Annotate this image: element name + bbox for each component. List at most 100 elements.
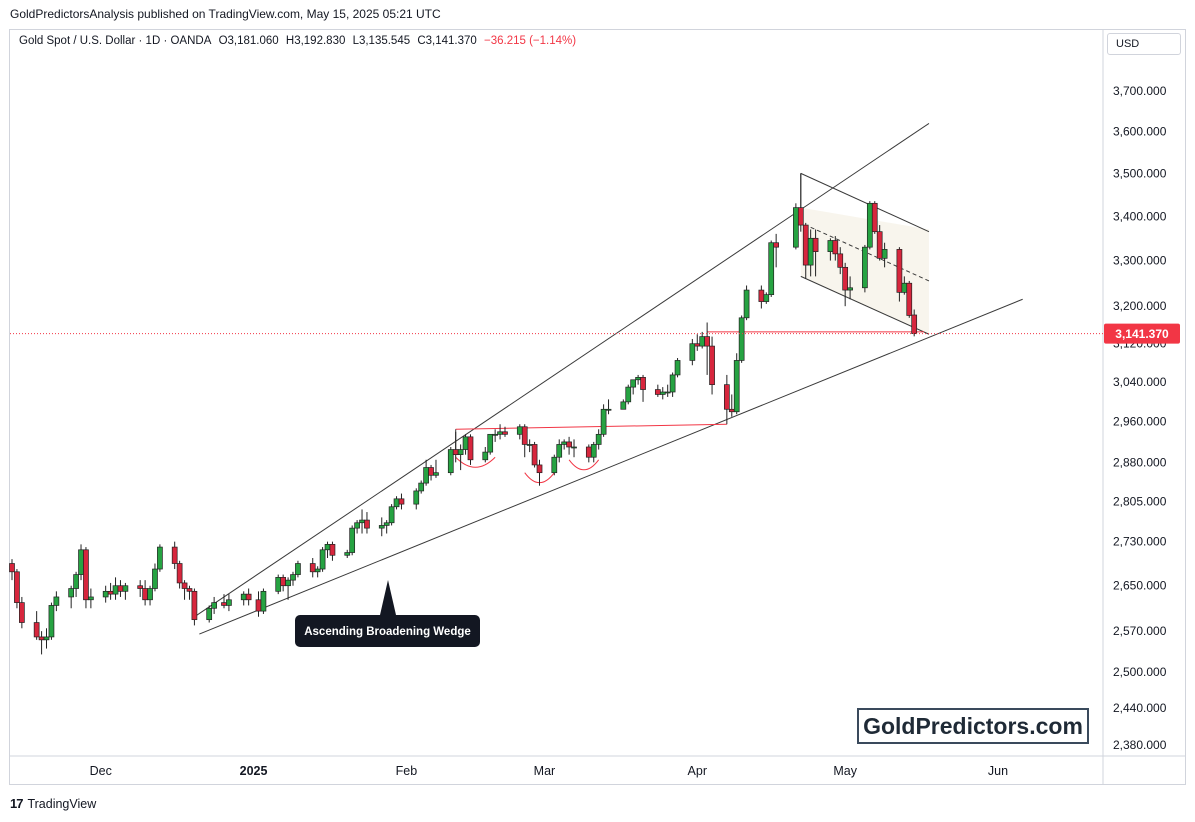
candle [704, 322, 710, 375]
candle-body [625, 386, 632, 403]
y-tick-label: 2,960.000 [1113, 415, 1167, 429]
candle-body [349, 527, 356, 553]
y-axis: 3,700.000 3,600.000 3,500.000 3,400.000 3,30… [1113, 84, 1167, 752]
candle [699, 331, 706, 349]
candle-body [793, 207, 799, 248]
candle [763, 292, 770, 304]
candle [428, 464, 434, 481]
candle [881, 242, 888, 268]
footer-brand[interactable]: TradingView [27, 796, 97, 811]
currency-selector[interactable]: USD [1107, 33, 1181, 55]
ohlc-legend: Gold Spot / U.S. Dollar · 1D · OANDA O3,… [19, 35, 580, 47]
candle [68, 585, 75, 609]
rounding-bottom-3 [568, 459, 600, 471]
candle [467, 434, 474, 465]
wedge-lower-line [199, 298, 1023, 635]
candle [107, 582, 114, 600]
drawings [194, 122, 1023, 635]
candle [33, 611, 40, 640]
x-tick-label: Feb [396, 764, 418, 778]
candle-body [847, 287, 853, 291]
x-tick-label: Mar [534, 764, 556, 778]
symbol-label[interactable]: Gold Spot / U.S. Dollar · 1D · OANDA [19, 35, 212, 47]
candle-body [290, 574, 296, 581]
x-tick-label: 2025 [240, 764, 268, 778]
candle-body [33, 622, 40, 638]
y-tick-label: 2,880.000 [1113, 455, 1167, 469]
y-tick-label: 2,650.000 [1113, 579, 1167, 593]
candle [733, 353, 740, 415]
candle [349, 525, 356, 556]
candle [871, 201, 878, 234]
candle-body [221, 602, 227, 606]
candle-body [516, 426, 523, 435]
open-value: O3,181.060 [218, 35, 279, 47]
candle [398, 493, 405, 510]
candle-body [186, 588, 193, 592]
candle-body [107, 590, 114, 595]
candle-body [433, 472, 439, 476]
candle-body [88, 596, 94, 601]
candle [319, 547, 326, 572]
candle-body [723, 384, 730, 410]
candle-body [733, 360, 740, 413]
candle [862, 244, 868, 293]
candle [551, 454, 558, 476]
candle-body [595, 433, 602, 445]
candle [48, 602, 55, 640]
candle [275, 574, 282, 595]
candle-body [866, 202, 873, 248]
candle-body [487, 433, 494, 453]
candle [181, 580, 188, 600]
candle-body [837, 253, 844, 268]
candle [502, 426, 508, 437]
callout-box [295, 615, 480, 647]
candle-body [871, 202, 878, 233]
candle [186, 585, 193, 600]
candle-body [571, 446, 577, 449]
y-tick-label: 3,500.000 [1113, 166, 1167, 180]
candle [812, 229, 819, 277]
candle-body [881, 249, 888, 259]
candles [9, 173, 918, 655]
candle [625, 384, 632, 405]
candle [694, 334, 701, 351]
candle-body [181, 582, 188, 589]
candle-body [285, 579, 291, 587]
candle [536, 459, 543, 486]
candle [364, 512, 370, 534]
candle-body [393, 498, 400, 508]
channel-lower-line [800, 275, 930, 335]
candle [176, 560, 183, 589]
candle-body [674, 360, 681, 376]
candle-body [359, 519, 365, 524]
candle-body [812, 237, 819, 252]
candle [723, 374, 730, 425]
candle [152, 563, 158, 592]
candle [137, 580, 144, 597]
candle-body [738, 317, 745, 361]
y-tick-label: 2,730.000 [1113, 535, 1167, 549]
candle-body [797, 207, 804, 226]
candle [142, 580, 148, 606]
candle [768, 240, 775, 297]
tradingview-logo-icon[interactable]: 17 [10, 796, 24, 811]
candle-body [709, 345, 715, 386]
candle [226, 594, 232, 612]
candle-body [620, 401, 627, 410]
candle-body [526, 444, 533, 446]
candle-body [260, 590, 267, 612]
candle [83, 547, 89, 609]
candle [590, 441, 597, 463]
candle-body [536, 464, 543, 474]
candle-body [43, 636, 50, 641]
candle-body [112, 585, 119, 595]
candle-body [344, 552, 351, 556]
candle-body [240, 593, 247, 601]
candle [324, 541, 331, 559]
candle-body [743, 289, 750, 319]
candle [585, 444, 592, 463]
candle [423, 459, 429, 486]
candle [280, 574, 286, 592]
